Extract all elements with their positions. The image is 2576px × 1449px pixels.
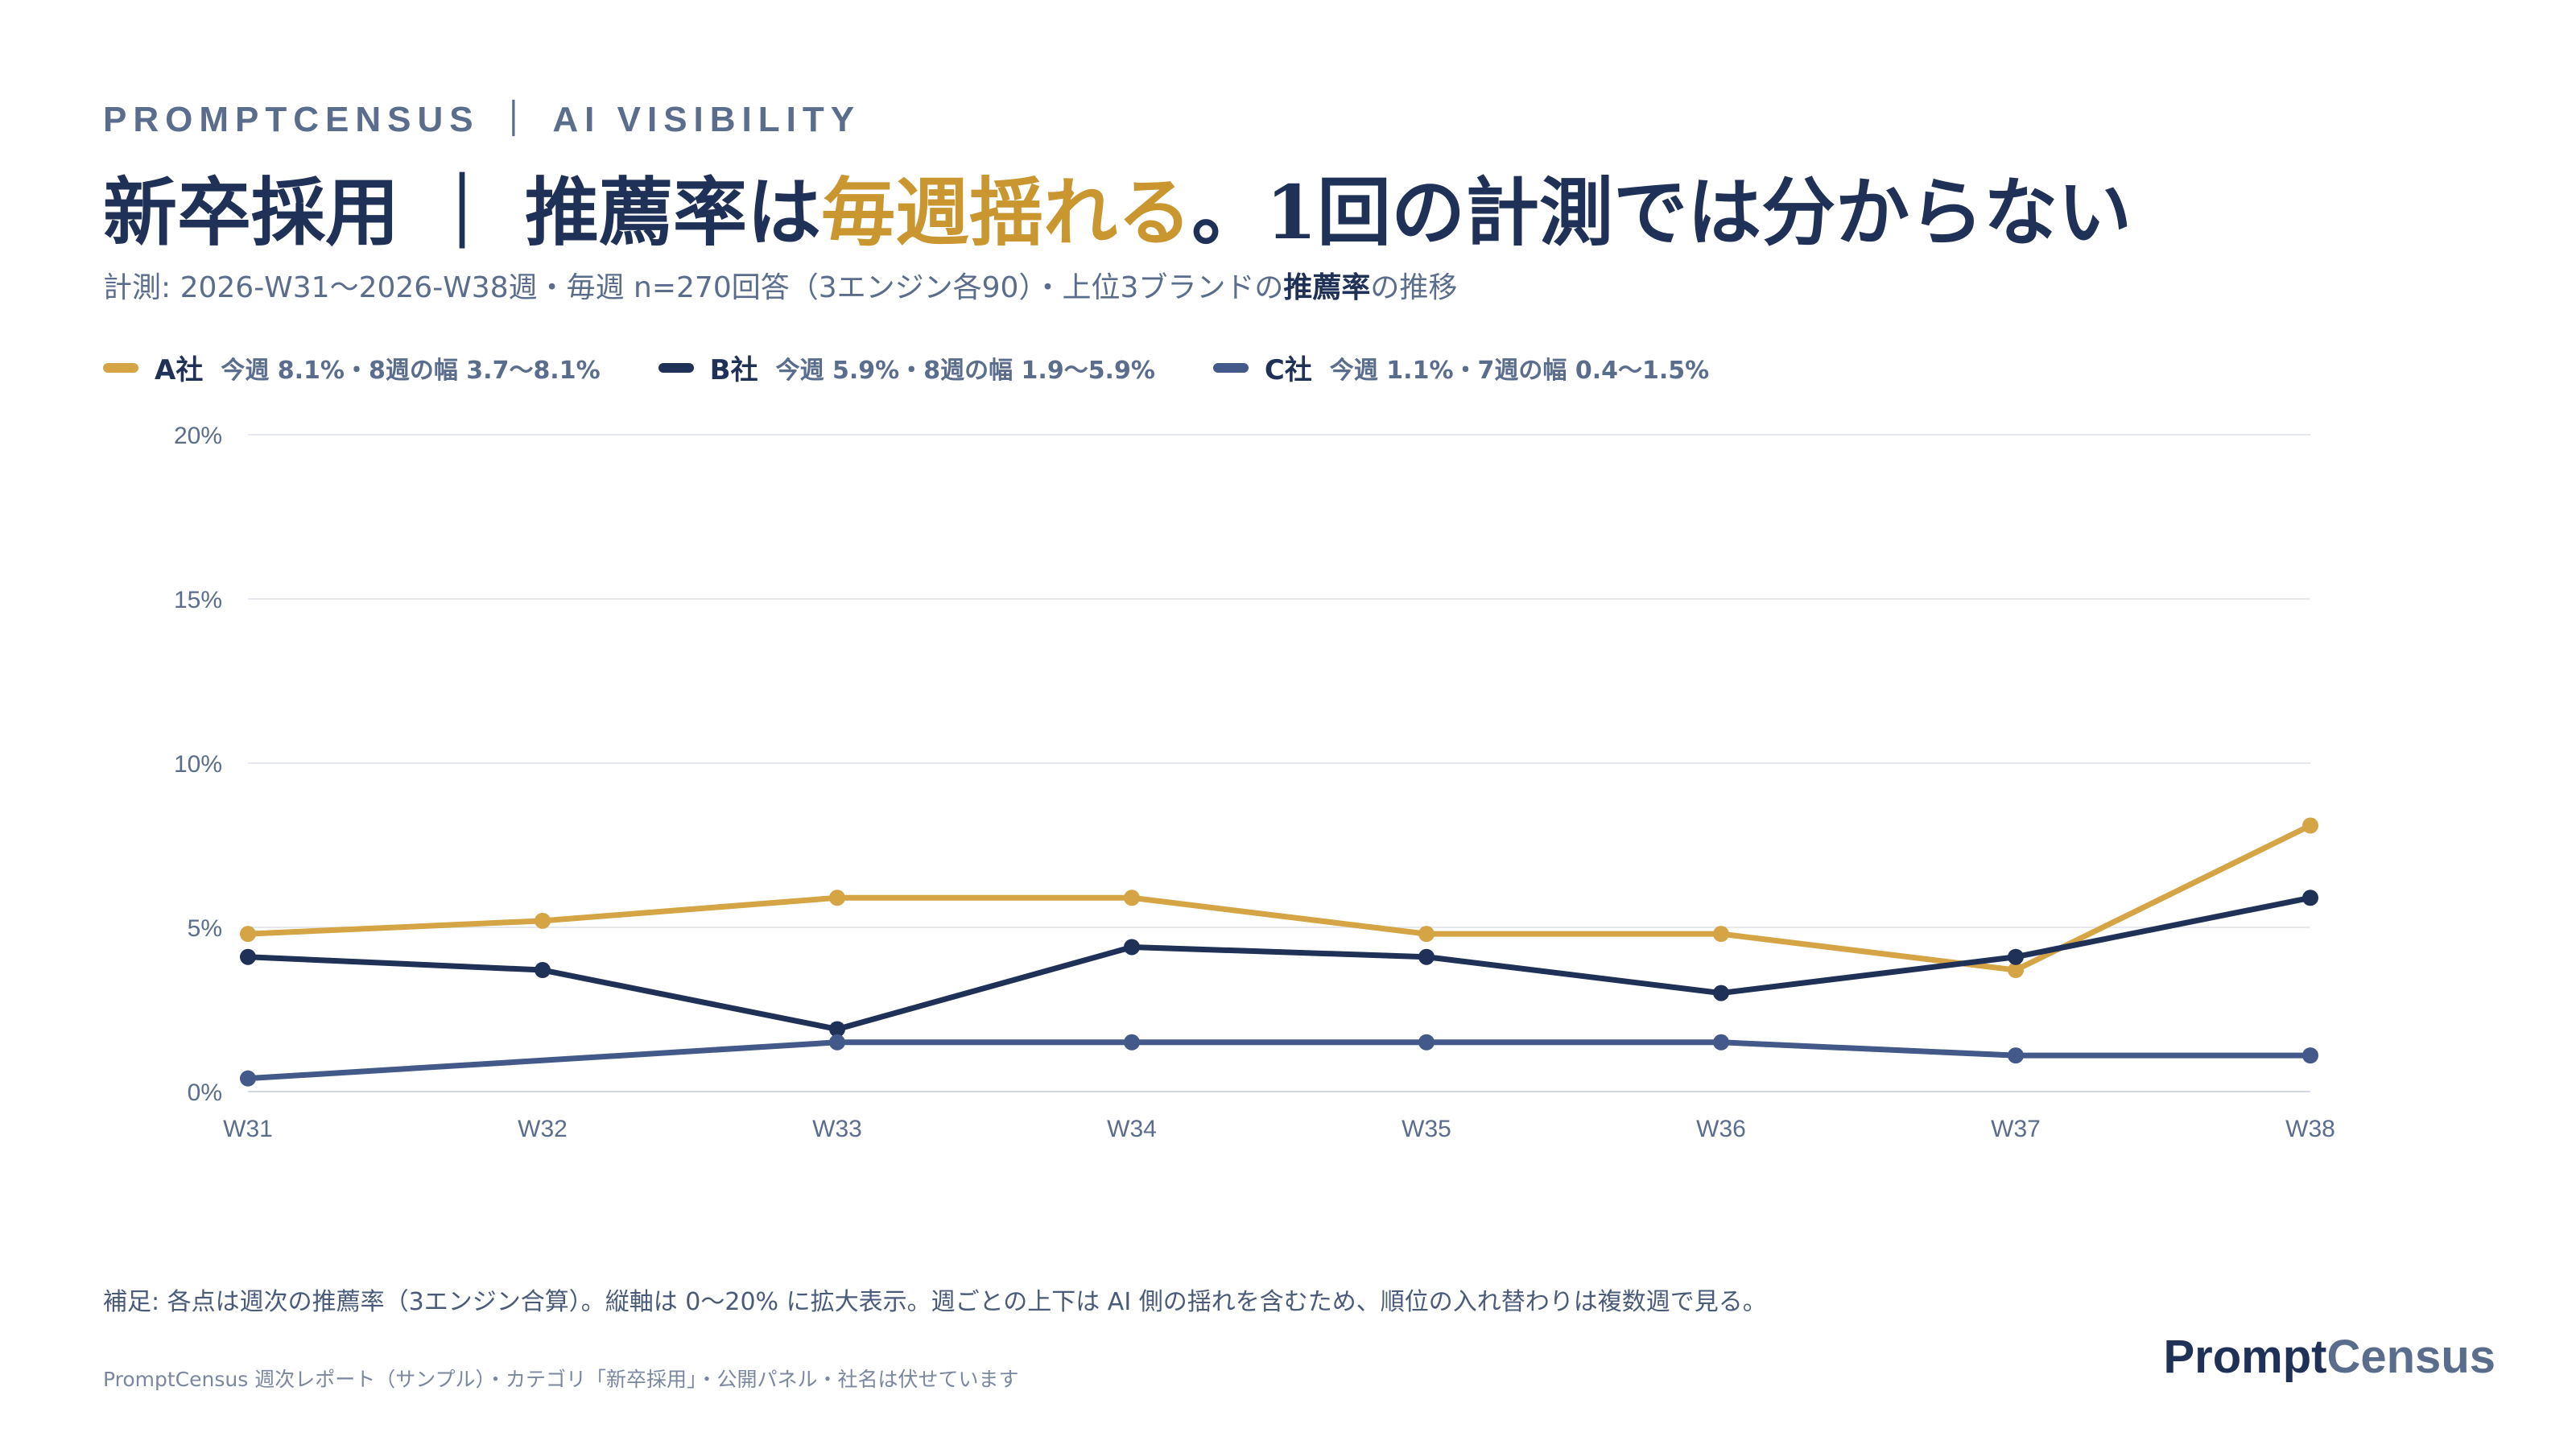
y-tick-label: 20% bbox=[174, 423, 222, 449]
legend-swatch-b bbox=[658, 362, 694, 373]
chart-legend: A社 今週 8.1%・8週の幅 3.7〜8.1% B社 今週 5.9%・8週の幅… bbox=[103, 348, 1767, 387]
data-point-2-2 bbox=[829, 1034, 845, 1051]
y-tick-label: 15% bbox=[174, 587, 222, 613]
data-point-1-2 bbox=[829, 1021, 845, 1038]
series-line-0 bbox=[245, 823, 2314, 973]
data-point-1-7 bbox=[2302, 890, 2318, 906]
legend-desc-c: 今週 1.1%・7週の幅 0.4〜1.5% bbox=[1329, 356, 1710, 385]
data-point-0-5 bbox=[1713, 926, 1729, 943]
data-point-2-4 bbox=[1418, 1034, 1435, 1051]
brand-part1: Prompt bbox=[2163, 1331, 2327, 1383]
legend-item-c: C社 今週 1.1%・7週の幅 0.4〜1.5% bbox=[1212, 348, 1710, 387]
data-point-0-2 bbox=[829, 890, 845, 906]
x-tick-label: W36 bbox=[1696, 1116, 1746, 1142]
legend-name-c: C社 bbox=[1264, 354, 1312, 386]
legend-desc-b: 今週 5.9%・8週の幅 1.9〜5.9% bbox=[775, 356, 1155, 385]
data-point-0-0 bbox=[240, 926, 256, 943]
series-line-1 bbox=[245, 894, 2314, 1032]
data-point-0-7 bbox=[2302, 817, 2318, 834]
footer-text: PromptCensus 週次レポート（サンプル）・カテゴリ「新卒採用」・公開パ… bbox=[103, 1368, 1019, 1391]
data-point-1-4 bbox=[1418, 948, 1435, 965]
y-tick-label: 5% bbox=[188, 915, 222, 942]
x-tick-label: W35 bbox=[1402, 1116, 1451, 1142]
x-tick-label: W38 bbox=[2285, 1116, 2335, 1142]
legend-name-a: A社 bbox=[155, 354, 204, 386]
data-point-0-1 bbox=[535, 912, 551, 929]
data-point-1-1 bbox=[535, 962, 551, 979]
legend-swatch-a bbox=[103, 362, 138, 373]
data-point-1-0 bbox=[240, 948, 256, 965]
legend-swatch-c bbox=[1212, 362, 1249, 373]
brand-logo: PromptCensus bbox=[2163, 1330, 2496, 1384]
subtitle-bold: 推薦率 bbox=[1283, 271, 1371, 304]
brand-part2: Census bbox=[2326, 1331, 2496, 1383]
data-point-1-3 bbox=[1124, 939, 1140, 956]
title-part1: 新卒採用 ｜ 推薦率は bbox=[103, 169, 822, 256]
data-point-0-4 bbox=[1418, 926, 1435, 943]
x-tick-label: W37 bbox=[1991, 1116, 2041, 1142]
x-tick-label: W34 bbox=[1107, 1116, 1157, 1142]
series-line-2 bbox=[245, 1039, 2314, 1082]
subtitle-part2: の推移 bbox=[1370, 271, 1458, 304]
data-point-2-7 bbox=[2302, 1047, 2318, 1064]
page-title: 新卒採用 ｜ 推薦率は毎週揺れる。1回の計測では分からない bbox=[103, 153, 2132, 260]
legend-item-a: A社 今週 8.1%・8週の幅 3.7〜8.1% bbox=[103, 348, 601, 387]
chart-note: 補足: 各点は週次の推薦率（3エンジン合算）。縦軸は 0〜20% に拡大表示。週… bbox=[103, 1288, 1767, 1316]
data-point-1-6 bbox=[2008, 948, 2024, 965]
page-subtitle: 計測: 2026-W31〜2026-W38週・毎週 n=270回答（3エンジン各… bbox=[103, 264, 1457, 306]
title-part2: 。1回の計測では分からない bbox=[1191, 169, 2132, 256]
x-tick-label: W33 bbox=[812, 1116, 862, 1142]
x-tick-label: W31 bbox=[223, 1116, 273, 1142]
y-tick-label: 0% bbox=[188, 1080, 222, 1106]
report-kicker: PROMPTCENSUS ｜ AI VISIBILITY bbox=[103, 100, 861, 139]
legend-item-b: B社 今週 5.9%・8週の幅 1.9〜5.9% bbox=[658, 348, 1155, 387]
data-point-2-3 bbox=[1124, 1034, 1140, 1051]
data-point-2-5 bbox=[1713, 1034, 1729, 1051]
data-point-2-6 bbox=[2008, 1047, 2024, 1064]
subtitle-part1: 計測: 2026-W31〜2026-W38週・毎週 n=270回答（3エンジン各… bbox=[103, 271, 1284, 304]
x-tick-label: W32 bbox=[518, 1116, 568, 1142]
title-highlight: 毎週揺れる bbox=[821, 169, 1192, 256]
data-point-1-5 bbox=[1713, 985, 1729, 1001]
legend-name-b: B社 bbox=[709, 354, 758, 386]
data-point-2-0 bbox=[240, 1070, 256, 1087]
legend-desc-a: 今週 8.1%・8週の幅 3.7〜8.1% bbox=[221, 356, 601, 385]
data-point-0-6 bbox=[2008, 962, 2024, 979]
y-tick-label: 10% bbox=[174, 751, 222, 778]
data-point-0-3 bbox=[1124, 890, 1140, 906]
